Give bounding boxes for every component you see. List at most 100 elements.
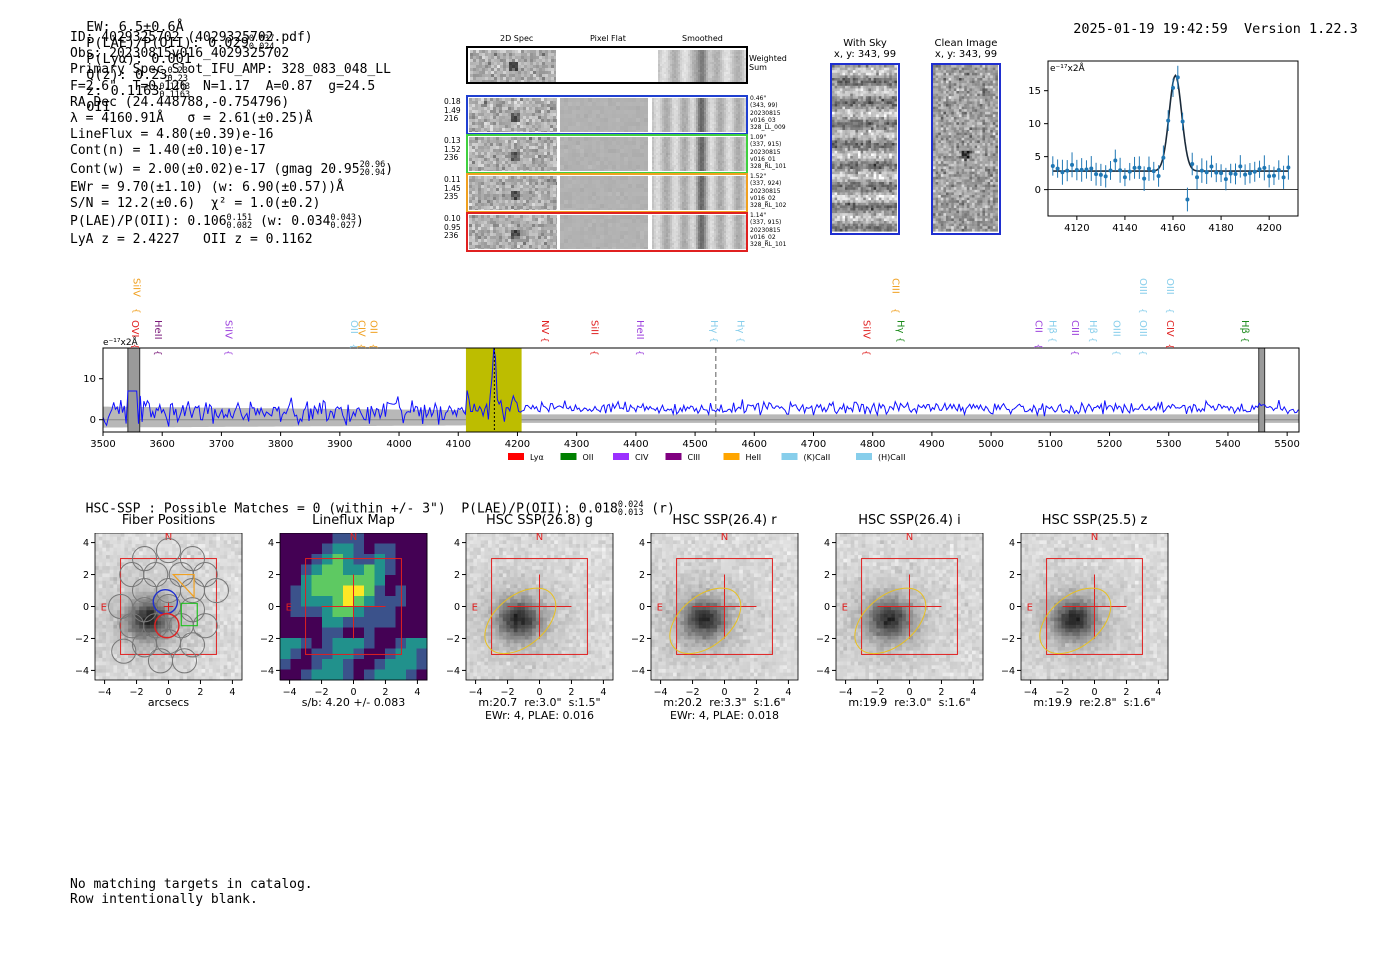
hsc-pixel — [673, 573, 678, 578]
hsc-pixel — [499, 562, 504, 567]
lineflux-pixel — [353, 627, 365, 639]
hsc-pixel — [590, 672, 595, 677]
hsc-pixel — [609, 624, 614, 629]
cutout-meta-line: 328_RL_101 — [750, 241, 787, 249]
spectral-line-marker: OVI{ — [129, 320, 140, 349]
hsc-pixel — [724, 569, 729, 574]
hsc-pixel — [117, 536, 122, 541]
hsc-pixel — [98, 635, 103, 640]
hsc-pixel — [535, 635, 540, 640]
hsc-pixel — [658, 566, 663, 571]
hsc-pixel — [131, 558, 136, 563]
hsc-pixel — [665, 613, 670, 618]
hsc-pixel — [739, 540, 744, 545]
hsc-pixel — [772, 577, 777, 582]
hsc-pixel — [219, 661, 224, 666]
hsc-pixel — [561, 536, 566, 541]
hsc-pixel — [757, 536, 762, 541]
hsc-pixel — [687, 566, 692, 571]
hsc-pixel — [238, 661, 243, 666]
hsc-pixel — [146, 668, 151, 673]
hsc-pixel — [150, 540, 155, 545]
lineflux-pixel — [322, 669, 333, 681]
hsc-pixel — [212, 624, 217, 629]
hsc-pixel — [594, 562, 599, 567]
lineflux-pixel — [395, 669, 407, 681]
hsc-pixel — [579, 628, 584, 633]
hsc-pixel — [594, 617, 599, 622]
hsc-pixel — [146, 533, 151, 537]
hsc-pixel — [702, 573, 707, 578]
hsc-pixel — [190, 632, 195, 637]
hsc-pixel — [684, 562, 689, 567]
hsc-pixel — [98, 588, 103, 593]
hsc-pixel — [550, 643, 555, 648]
hsc-pixel — [223, 610, 228, 615]
hsc-pixel — [598, 632, 603, 637]
hsc-xtick-label: 4 — [600, 687, 606, 698]
hsc-pixel — [576, 577, 581, 582]
hsc-pixel — [702, 610, 707, 615]
hsc-pixel — [579, 643, 584, 648]
hsc-pixel — [197, 588, 202, 593]
hsc-pixel — [554, 558, 559, 563]
hsc-pixel — [561, 584, 566, 589]
hsc-pixel — [535, 599, 540, 604]
hsc-pixel — [775, 610, 780, 615]
hsc-pixel — [687, 628, 692, 633]
hsc-pixel — [739, 558, 744, 563]
hsc-pixel — [128, 661, 133, 666]
hsc-pixel — [491, 650, 496, 655]
hsc-pixel — [190, 562, 195, 567]
lineflux-pixel — [406, 638, 417, 649]
hsc-pixel — [554, 588, 559, 593]
hsc-pixel — [535, 536, 540, 541]
hsc-pixel — [590, 613, 595, 618]
hsc-pixel — [238, 569, 243, 574]
hsc-pixel — [590, 650, 595, 655]
spectral-line-bracket: { — [1164, 344, 1174, 350]
hsc-pixel — [197, 606, 202, 611]
hsc-pixel — [572, 551, 577, 556]
hsc-pixel — [539, 676, 544, 681]
hsc-pixel — [491, 573, 496, 578]
hsc-pixel — [506, 591, 511, 596]
hsc-pixel — [521, 657, 526, 662]
hsc-pixel — [662, 613, 666, 618]
hsc-pixel — [543, 566, 548, 571]
hsc-pixel — [550, 584, 555, 589]
hsc-pixel — [168, 650, 173, 655]
hsc-pixel — [662, 617, 666, 622]
hsc-pixel — [469, 599, 474, 604]
hsc-pixel — [706, 617, 711, 622]
hsc-pixel — [484, 562, 489, 567]
hsc-pixel — [757, 577, 762, 582]
hsc-pixel — [95, 533, 99, 537]
hsc-pixel — [473, 661, 478, 666]
hsc-pixel — [190, 551, 195, 556]
hsc-pixel — [197, 661, 202, 666]
hsc-pixel — [742, 577, 747, 582]
hsc-pixel — [742, 584, 747, 589]
hsc-pixel — [201, 540, 206, 545]
hsc-pixel — [212, 544, 217, 548]
hsc-pixel — [731, 566, 736, 571]
hsc-pixel — [466, 558, 470, 563]
hsc-pixel — [488, 540, 493, 545]
hsc-pixel — [654, 628, 659, 633]
hsc-pixel — [194, 668, 199, 673]
hsc-pixel — [601, 661, 606, 666]
hsc-pixel — [506, 654, 511, 659]
hsc-pixel — [139, 591, 144, 596]
lineflux-pixel — [332, 617, 344, 628]
hsc-pixel — [157, 595, 162, 600]
hsc-pixel — [164, 544, 169, 548]
hsc-pixel — [532, 661, 537, 666]
hsc-pixel — [528, 595, 533, 600]
hsc-pixel — [695, 533, 700, 537]
hsc-pixel — [480, 588, 485, 593]
hsc-pixel — [510, 672, 515, 677]
hsc-pixel — [764, 555, 769, 560]
hsc-pixel — [139, 661, 144, 666]
hsc-pixel — [568, 551, 573, 556]
